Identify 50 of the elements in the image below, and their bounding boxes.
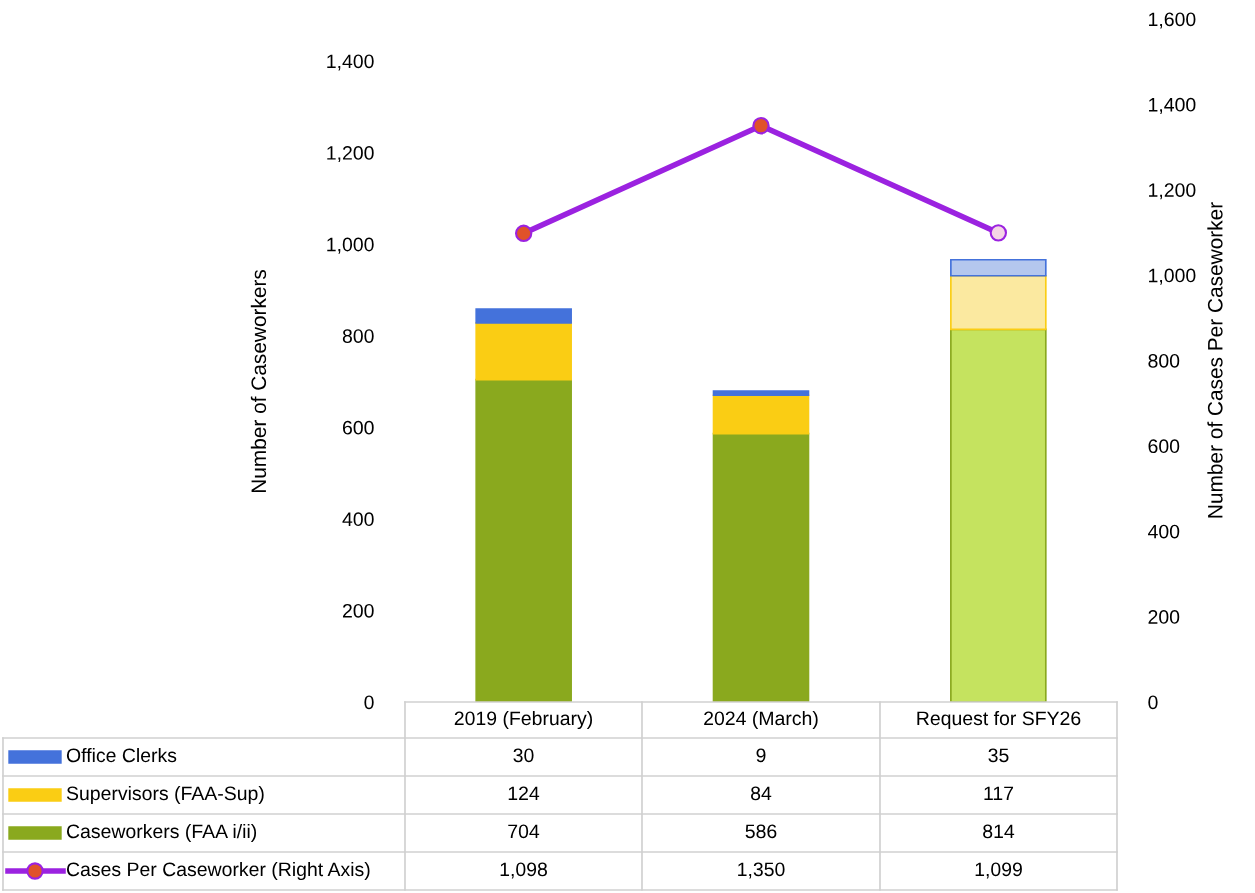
data-label: 1,099 xyxy=(975,862,1022,879)
data-label: 9 xyxy=(756,748,766,763)
bar xyxy=(950,258,1047,277)
data-label: 84 xyxy=(751,786,772,801)
y2-tick-label: 0 xyxy=(1148,695,1158,710)
legend-label: Cases Per Caseworker (Right Axis) xyxy=(66,861,370,881)
point xyxy=(752,117,770,135)
bar xyxy=(950,274,1047,331)
y-tick-label: 1,000 xyxy=(327,237,374,254)
point xyxy=(989,224,1008,242)
y-tick-label: 0 xyxy=(364,695,374,710)
legend-label: Caseworkers (FAA i/ii) xyxy=(66,823,257,843)
y-tick-label: 400 xyxy=(342,512,374,527)
bar xyxy=(712,390,810,397)
bar xyxy=(475,378,572,702)
point xyxy=(514,224,533,242)
y-axis-title: Number of Caseworkers xyxy=(250,269,267,493)
y2-tick-label: 1,600 xyxy=(1149,12,1196,29)
data-label: 814 xyxy=(983,824,1015,839)
y2-tick-label: 400 xyxy=(1148,524,1180,539)
y2-tick-label: 600 xyxy=(1148,439,1180,454)
y2-tick-label: 200 xyxy=(1148,610,1180,624)
legend-label: Office Clerks xyxy=(66,747,177,763)
data-label: 1,098 xyxy=(500,862,547,879)
y-tick-label: 1,400 xyxy=(327,54,374,71)
bar xyxy=(950,328,1047,702)
data-label: 30 xyxy=(513,748,534,763)
y2-tick-label: 800 xyxy=(1148,353,1180,368)
bar xyxy=(475,322,572,381)
data-label: 586 xyxy=(745,824,777,839)
y2-tick-label: 1,200 xyxy=(1149,183,1196,200)
x-tick-label: Request for SFY26 xyxy=(917,710,1081,730)
legend-label: Supervisors (FAA-Sup) xyxy=(66,785,264,805)
data-label: 704 xyxy=(508,824,540,839)
y-tick-label: 800 xyxy=(342,329,374,343)
y-tick-label: 1,200 xyxy=(327,146,374,163)
y-tick-label: 200 xyxy=(342,603,374,618)
x-tick-label: 2019 (February) xyxy=(454,710,593,730)
bar xyxy=(712,432,810,702)
bar xyxy=(712,394,810,435)
x-tick-label: 2024 (March) xyxy=(704,710,818,730)
y2-tick-label: 1,000 xyxy=(1149,268,1196,285)
data-label: 1,350 xyxy=(738,862,785,879)
bar xyxy=(475,308,572,324)
y2-axis-title: Number of Cases Per Caseworker xyxy=(1207,202,1223,518)
y2-tick-label: 1,400 xyxy=(1149,97,1196,114)
data-label: 35 xyxy=(988,748,1009,763)
y-tick-label: 600 xyxy=(342,420,374,435)
data-label: 124 xyxy=(508,786,540,801)
data-label: 117 xyxy=(984,786,1014,801)
